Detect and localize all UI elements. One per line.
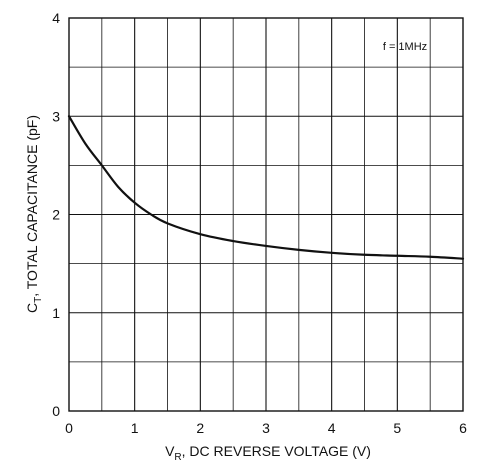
plot-frame xyxy=(68,17,464,412)
y-tick-label: 4 xyxy=(52,10,60,26)
frequency-annotation: f = 1MHz xyxy=(383,41,427,53)
y-tick-label: 0 xyxy=(52,403,60,419)
x-axis-title-subscript: R xyxy=(174,452,181,463)
x-tick-labels: 0 1 2 3 4 5 6 xyxy=(65,420,467,436)
x-tick-label: 3 xyxy=(262,420,270,436)
x-tick-label: 5 xyxy=(393,420,401,436)
y-axis-title: CT, TOTAL CAPACITANCE (pF) xyxy=(24,115,44,313)
y-axis-title-rest: , TOTAL CAPACITANCE (pF) xyxy=(24,115,40,297)
x-axis-title: VR, DC REVERSE VOLTAGE (V) xyxy=(165,443,371,463)
x-tick-label: 4 xyxy=(328,420,336,436)
x-tick-label: 1 xyxy=(131,420,139,436)
x-tick-label: 6 xyxy=(459,420,467,436)
x-axis-title-main: V xyxy=(165,443,175,459)
grid xyxy=(69,18,463,411)
y-tick-labels: 0 1 2 3 4 xyxy=(52,10,60,419)
x-tick-label: 2 xyxy=(196,420,204,436)
y-axis-title-subscript: T xyxy=(33,297,44,303)
y-axis-title-main: C xyxy=(24,303,40,313)
x-axis-title-rest: , DC REVERSE VOLTAGE (V) xyxy=(182,443,371,459)
capacitance-curve xyxy=(67,115,465,260)
series-layer xyxy=(67,115,465,260)
y-tick-label: 3 xyxy=(52,108,60,124)
y-tick-label: 2 xyxy=(52,207,60,223)
y-tick-label: 1 xyxy=(52,305,60,321)
x-tick-label: 0 xyxy=(65,420,73,436)
